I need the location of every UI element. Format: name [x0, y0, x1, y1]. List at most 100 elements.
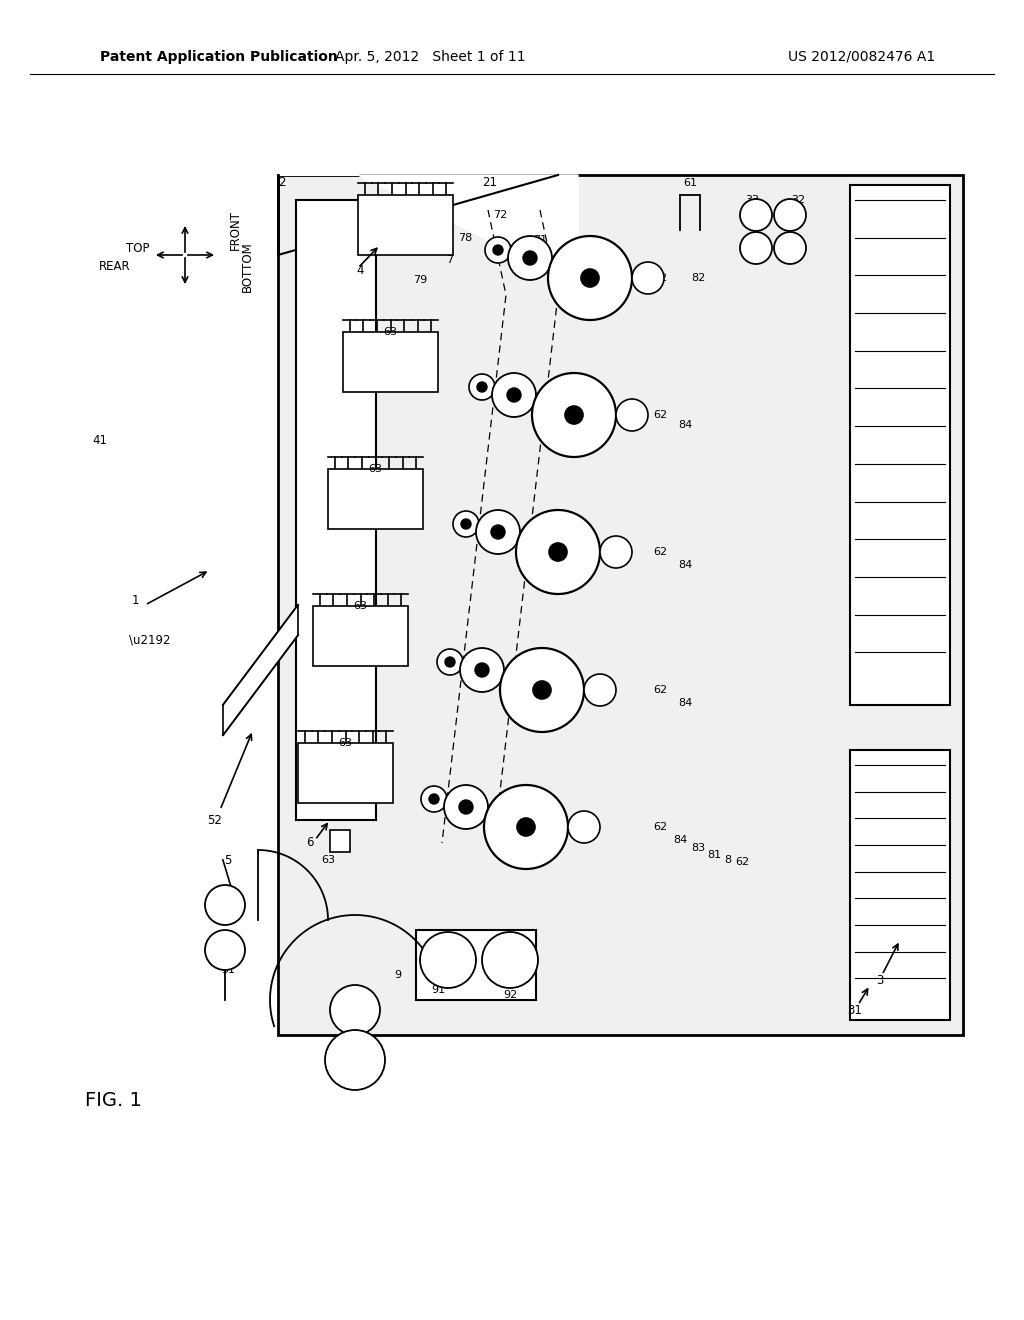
Text: 21: 21 — [482, 177, 498, 190]
Text: 5: 5 — [224, 854, 231, 866]
Circle shape — [444, 785, 488, 829]
Text: US 2012/0082476 A1: US 2012/0082476 A1 — [788, 50, 936, 63]
Circle shape — [476, 510, 520, 554]
Circle shape — [740, 232, 772, 264]
Circle shape — [445, 657, 455, 667]
Text: 82: 82 — [691, 273, 706, 282]
Text: 72: 72 — [493, 210, 507, 220]
Text: 6: 6 — [306, 836, 313, 849]
Circle shape — [437, 649, 463, 675]
Bar — [358, 195, 453, 255]
Circle shape — [482, 932, 538, 987]
Text: 71: 71 — [532, 235, 547, 246]
Bar — [330, 830, 350, 851]
Text: 63: 63 — [338, 738, 352, 748]
Text: 41: 41 — [92, 433, 108, 446]
Circle shape — [774, 199, 806, 231]
Text: 4: 4 — [356, 264, 364, 276]
Circle shape — [492, 374, 536, 417]
Text: 63: 63 — [353, 601, 367, 611]
Circle shape — [453, 511, 479, 537]
Circle shape — [632, 261, 664, 294]
Text: 9: 9 — [394, 970, 401, 979]
Text: 79: 79 — [413, 275, 427, 285]
Circle shape — [484, 785, 568, 869]
Bar — [296, 201, 376, 820]
Circle shape — [429, 795, 439, 804]
Text: 61: 61 — [683, 178, 697, 187]
Circle shape — [516, 510, 600, 594]
Text: 62: 62 — [735, 857, 750, 867]
Circle shape — [330, 985, 380, 1035]
Circle shape — [500, 648, 584, 733]
Text: 51: 51 — [221, 965, 234, 975]
Text: REAR: REAR — [99, 260, 131, 273]
Text: 62: 62 — [653, 273, 667, 282]
Circle shape — [517, 818, 535, 836]
Text: FIG. 1: FIG. 1 — [85, 1090, 142, 1110]
Circle shape — [493, 246, 503, 255]
Bar — [328, 469, 423, 529]
Text: BOTTOM: BOTTOM — [241, 242, 254, 292]
Circle shape — [461, 519, 471, 529]
Bar — [313, 606, 408, 667]
Text: Apr. 5, 2012   Sheet 1 of 11: Apr. 5, 2012 Sheet 1 of 11 — [335, 50, 525, 63]
Circle shape — [600, 536, 632, 568]
Bar — [343, 333, 438, 392]
Circle shape — [534, 681, 551, 700]
Circle shape — [532, 374, 616, 457]
Circle shape — [205, 931, 245, 970]
Text: 84: 84 — [678, 560, 692, 570]
Circle shape — [325, 1030, 385, 1090]
Bar — [416, 931, 536, 1001]
Circle shape — [565, 407, 583, 424]
Circle shape — [507, 388, 521, 403]
Circle shape — [616, 399, 648, 432]
Text: 3: 3 — [877, 974, 884, 986]
Text: 51: 51 — [358, 1074, 372, 1085]
Text: 81: 81 — [707, 850, 721, 861]
Text: 33: 33 — [745, 195, 759, 205]
Polygon shape — [223, 605, 298, 735]
Circle shape — [568, 810, 600, 843]
Text: 31: 31 — [848, 1003, 862, 1016]
Circle shape — [460, 648, 504, 692]
Text: 78: 78 — [458, 234, 472, 243]
Text: 84: 84 — [678, 420, 692, 430]
Circle shape — [459, 800, 473, 814]
Text: 62: 62 — [653, 411, 667, 420]
Circle shape — [508, 236, 552, 280]
Text: 62: 62 — [653, 822, 667, 832]
Text: TOP: TOP — [126, 242, 150, 255]
Circle shape — [469, 374, 495, 400]
Text: 92: 92 — [503, 990, 517, 1001]
Text: Patent Application Publication: Patent Application Publication — [100, 50, 338, 63]
Circle shape — [523, 251, 537, 265]
Text: 7: 7 — [446, 255, 454, 265]
Text: 83: 83 — [691, 843, 706, 853]
Bar — [850, 750, 950, 1020]
Text: 1: 1 — [131, 594, 138, 606]
Text: 8: 8 — [724, 855, 731, 865]
Circle shape — [485, 238, 511, 263]
Text: 52: 52 — [208, 813, 222, 826]
Text: 63: 63 — [383, 327, 397, 337]
Circle shape — [477, 381, 487, 392]
Text: 62: 62 — [653, 546, 667, 557]
Circle shape — [420, 932, 476, 987]
Bar — [278, 176, 963, 1035]
Text: 32: 32 — [791, 195, 805, 205]
Circle shape — [421, 785, 447, 812]
Bar — [850, 185, 950, 705]
Bar — [298, 743, 393, 803]
Text: 63: 63 — [321, 855, 335, 865]
Circle shape — [549, 543, 567, 561]
Text: \u2192: \u2192 — [129, 634, 171, 647]
Text: 63: 63 — [368, 465, 382, 474]
Text: 84: 84 — [673, 836, 687, 845]
Circle shape — [475, 663, 489, 677]
Polygon shape — [278, 176, 578, 285]
Circle shape — [490, 525, 505, 539]
Text: 91: 91 — [431, 985, 445, 995]
Circle shape — [205, 884, 245, 925]
